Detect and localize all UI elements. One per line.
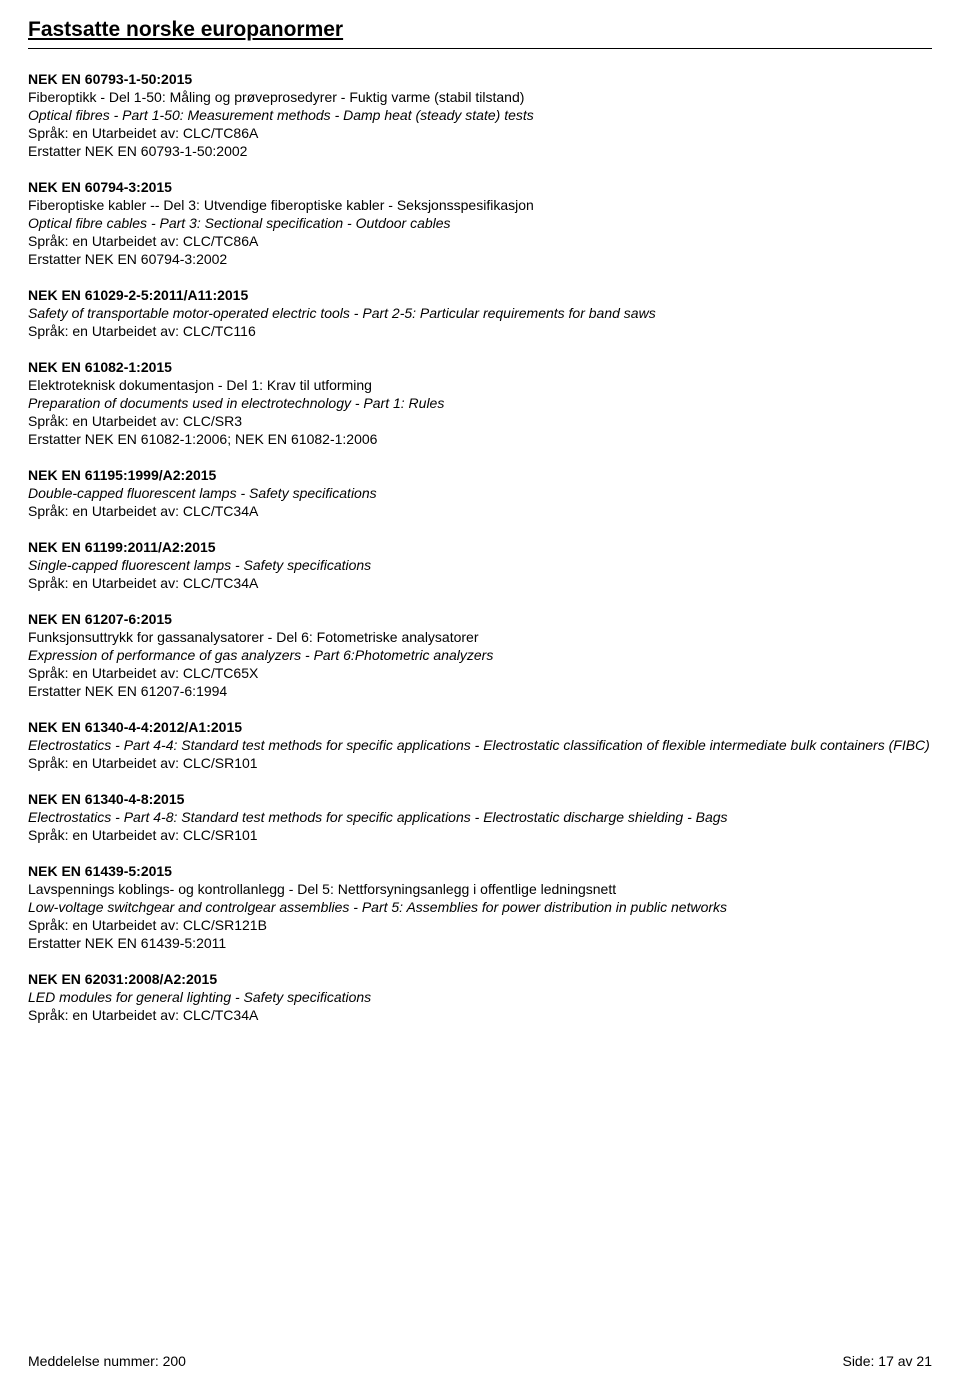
- entry-meta: Språk: en Utarbeidet av: CLC/TC86A: [28, 233, 932, 249]
- page-footer: Meddelelse nummer: 200 Side: 17 av 21: [28, 1353, 932, 1369]
- entry-replaces: Erstatter NEK EN 61207-6:1994: [28, 683, 932, 699]
- footer-right: Side: 17 av 21: [842, 1353, 932, 1369]
- entry-meta: Språk: en Utarbeidet av: CLC/SR101: [28, 827, 932, 843]
- entry-code: NEK EN 61082-1:2015: [28, 359, 932, 375]
- entry-title-eng: Single-capped fluorescent lamps - Safety…: [28, 557, 932, 573]
- entry-title-eng: Safety of transportable motor-operated e…: [28, 305, 932, 321]
- entry-title-eng: Electrostatics - Part 4-4: Standard test…: [28, 737, 932, 753]
- entry-meta: Språk: en Utarbeidet av: CLC/SR101: [28, 755, 932, 771]
- entry-meta: Språk: en Utarbeidet av: CLC/TC86A: [28, 125, 932, 141]
- entry-title-nor: Funksjonsuttrykk for gassanalysatorer - …: [28, 629, 932, 645]
- entry-code: NEK EN 61439-5:2015: [28, 863, 932, 879]
- entry-code: NEK EN 62031:2008/A2:2015: [28, 971, 932, 987]
- standard-entry: NEK EN 61207-6:2015 Funksjonsuttrykk for …: [28, 611, 932, 699]
- entry-code: NEK EN 60793-1-50:2015: [28, 71, 932, 87]
- entry-title-nor: Fiberoptiske kabler -- Del 3: Utvendige …: [28, 197, 932, 213]
- section-divider: [28, 48, 932, 49]
- standard-entry: NEK EN 62031:2008/A2:2015 LED modules for…: [28, 971, 932, 1023]
- entry-code: NEK EN 61340-4-8:2015: [28, 791, 932, 807]
- entry-meta: Språk: en Utarbeidet av: CLC/SR3: [28, 413, 932, 429]
- entry-meta: Språk: en Utarbeidet av: CLC/TC65X: [28, 665, 932, 681]
- entry-title-eng: Electrostatics - Part 4-8: Standard test…: [28, 809, 932, 825]
- entry-code: NEK EN 61029-2-5:2011/A11:2015: [28, 287, 932, 303]
- entry-replaces: Erstatter NEK EN 60793-1-50:2002: [28, 143, 932, 159]
- standard-entry: NEK EN 61439-5:2015 Lavspennings koblings…: [28, 863, 932, 951]
- standard-entry: NEK EN 61340-4-8:2015 Electrostatics - Pa…: [28, 791, 932, 843]
- entry-code: NEK EN 61199:2011/A2:2015: [28, 539, 932, 555]
- entry-title-eng: Double-capped fluorescent lamps - Safety…: [28, 485, 932, 501]
- section-title: Fastsatte norske europanormer: [28, 18, 932, 42]
- entry-replaces: Erstatter NEK EN 61439-5:2011: [28, 935, 932, 951]
- entry-meta: Språk: en Utarbeidet av: CLC/TC34A: [28, 575, 932, 591]
- standard-entry: NEK EN 61029-2-5:2011/A11:2015 Safety of …: [28, 287, 932, 339]
- entry-meta: Språk: en Utarbeidet av: CLC/TC34A: [28, 1007, 932, 1023]
- entry-replaces: Erstatter NEK EN 61082-1:2006; NEK EN 61…: [28, 431, 932, 447]
- entry-code: NEK EN 60794-3:2015: [28, 179, 932, 195]
- entry-code: NEK EN 61340-4-4:2012/A1:2015: [28, 719, 932, 735]
- entry-code: NEK EN 61207-6:2015: [28, 611, 932, 627]
- entry-title-eng: Optical fibres - Part 1-50: Measurement …: [28, 107, 932, 123]
- entry-title-eng: Low-voltage switchgear and controlgear a…: [28, 899, 932, 915]
- standard-entry: NEK EN 60794-3:2015 Fiberoptiske kabler -…: [28, 179, 932, 267]
- standard-entry: NEK EN 60793-1-50:2015 Fiberoptikk - Del …: [28, 71, 932, 159]
- entry-title-nor: Elektroteknisk dokumentasjon - Del 1: Kr…: [28, 377, 932, 393]
- standard-entry: NEK EN 61082-1:2015 Elektroteknisk dokume…: [28, 359, 932, 447]
- entry-title-nor: Fiberoptikk - Del 1-50: Måling og prøvep…: [28, 89, 932, 105]
- entry-title-eng: LED modules for general lighting - Safet…: [28, 989, 932, 1005]
- entry-meta: Språk: en Utarbeidet av: CLC/SR121B: [28, 917, 932, 933]
- page: Fastsatte norske europanormer NEK EN 607…: [0, 0, 960, 1387]
- entry-meta: Språk: en Utarbeidet av: CLC/TC116: [28, 323, 932, 339]
- entry-replaces: Erstatter NEK EN 60794-3:2002: [28, 251, 932, 267]
- entry-title-nor: Lavspennings koblings- og kontrollanlegg…: [28, 881, 932, 897]
- entry-title-eng: Expression of performance of gas analyze…: [28, 647, 932, 663]
- entries-list: NEK EN 60793-1-50:2015 Fiberoptikk - Del …: [28, 71, 932, 1023]
- standard-entry: NEK EN 61195:1999/A2:2015 Double-capped f…: [28, 467, 932, 519]
- entry-title-eng: Optical fibre cables - Part 3: Sectional…: [28, 215, 932, 231]
- entry-title-eng: Preparation of documents used in electro…: [28, 395, 932, 411]
- footer-left: Meddelelse nummer: 200: [28, 1353, 186, 1369]
- entry-meta: Språk: en Utarbeidet av: CLC/TC34A: [28, 503, 932, 519]
- entry-code: NEK EN 61195:1999/A2:2015: [28, 467, 932, 483]
- standard-entry: NEK EN 61340-4-4:2012/A1:2015 Electrostat…: [28, 719, 932, 771]
- standard-entry: NEK EN 61199:2011/A2:2015 Single-capped f…: [28, 539, 932, 591]
